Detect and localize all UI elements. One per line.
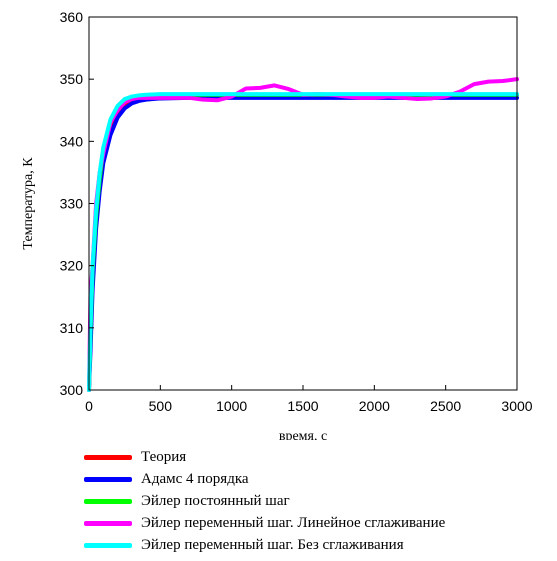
legend-item: Теория xyxy=(84,446,445,468)
x-tick-label: 0 xyxy=(85,398,93,414)
series-line-2 xyxy=(87,92,519,392)
y-tick-label: 320 xyxy=(60,258,84,274)
ticks-layer: 0 500 1000 1500 2000 2500 3000 300 310 320 330 340 3… xyxy=(60,9,533,414)
legend-swatch xyxy=(84,520,132,526)
x-tick-label: 3000 xyxy=(501,398,532,414)
x-tick-label: 2500 xyxy=(430,398,461,414)
y-tick-label: 300 xyxy=(60,382,84,398)
x-tick-label: 500 xyxy=(149,398,173,414)
legend-label: Эйлер переменный шаг. Линейное сглаживан… xyxy=(141,514,446,531)
series-line-4 xyxy=(87,92,519,392)
x-tick-label: 1000 xyxy=(216,398,247,414)
legend-item: Эйлер постоянный шаг xyxy=(84,490,445,512)
plot-frame xyxy=(88,16,518,391)
x-tick-label: 2000 xyxy=(359,398,390,414)
series-line-0 xyxy=(87,92,519,392)
series-layer xyxy=(87,77,519,392)
y-tick-label: 310 xyxy=(60,320,84,336)
y-axis-label: Температура, К xyxy=(21,157,36,250)
legend-swatch xyxy=(84,542,132,548)
legend-label: Эйлер постоянный шаг xyxy=(141,492,290,509)
legend-label: Теория xyxy=(141,448,187,465)
legend-label: Адамс 4 порядка xyxy=(141,470,249,487)
x-axis-label: время, с xyxy=(279,429,327,440)
legend-item: Эйлер переменный шаг. Линейное сглаживан… xyxy=(84,512,445,534)
legend-swatch xyxy=(84,454,132,460)
legend-swatch xyxy=(84,476,132,482)
x-tick-label: 1500 xyxy=(287,398,318,414)
legend: Теория Адамс 4 порядка Эйлер постоянный ша… xyxy=(84,446,445,556)
legend-item: Эйлер переменный шаг. Без сглаживания xyxy=(84,534,445,556)
legend-item: Адамс 4 порядка xyxy=(84,468,445,490)
y-tick-label: 350 xyxy=(60,71,84,87)
legend-label: Эйлер переменный шаг. Без сглаживания xyxy=(141,536,404,553)
y-tick-label: 330 xyxy=(60,196,84,212)
series-line-3 xyxy=(87,77,519,392)
y-tick-label: 340 xyxy=(60,133,84,149)
y-tick-label: 360 xyxy=(60,9,84,25)
legend-swatch xyxy=(84,498,132,504)
line-chart: 0 500 1000 1500 2000 2500 3000 300 310 320 330 340 3… xyxy=(21,9,533,440)
series-line-1 xyxy=(87,95,519,392)
